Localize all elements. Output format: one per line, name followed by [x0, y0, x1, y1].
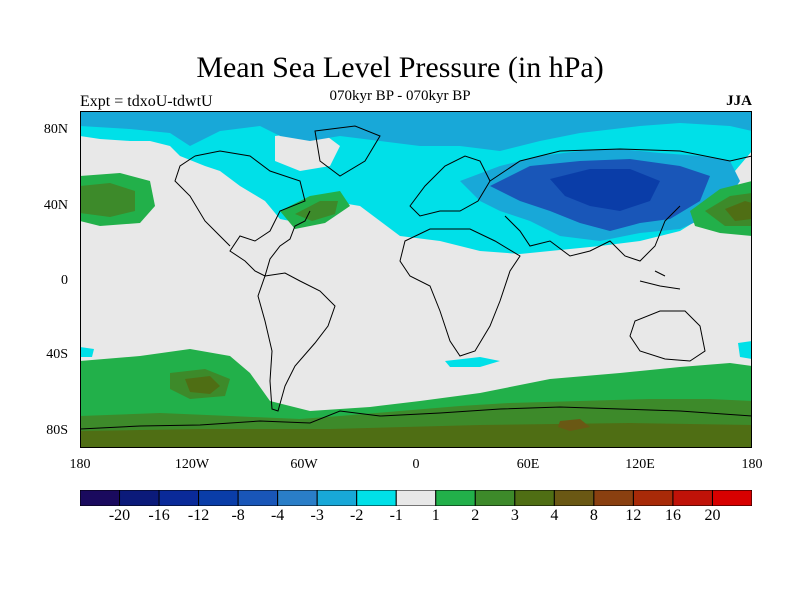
colorbar-swatch: [80, 490, 121, 506]
contour-neg-1-south-edge: [80, 347, 94, 357]
colorbar-swatch: [316, 490, 358, 506]
colorbar-swatch: [711, 490, 752, 506]
lon-tick-label: 120E: [625, 457, 655, 472]
lat-tick-label: 80S: [46, 423, 68, 438]
plot-subtitle: 070kyr BP - 070kyr BP: [329, 88, 471, 104]
australia-coast: [629, 310, 706, 362]
colorbar-label: 1: [431, 507, 440, 524]
contour-pos-4-antarctic: [558, 419, 590, 431]
colorbar-label: 3: [510, 507, 519, 524]
colorbar-label: 12: [625, 507, 642, 524]
lon-tick-label: 180: [69, 457, 91, 472]
contour-neg-1-south-edge-right: [738, 341, 752, 359]
colorbar-swatch: [198, 490, 239, 506]
colorbar-label: -2: [350, 507, 364, 524]
colorbar-swatch: [356, 490, 397, 506]
lon-tick-label: 60W: [290, 457, 318, 472]
lon-tick-label: 0: [412, 457, 420, 472]
colorbar-swatch: [672, 490, 713, 506]
south-america-coast: [257, 272, 336, 412]
lat-tick-label: 0: [61, 273, 68, 288]
lat-tick-label: 80N: [43, 122, 68, 137]
lat-tick-label: 40N: [43, 198, 68, 213]
colorbar-label: 16: [664, 507, 681, 524]
colorbar-label: -3: [310, 507, 324, 524]
colorbar-swatch: [514, 490, 555, 506]
colorbar-label: -20: [108, 507, 131, 524]
colorbar-swatch: [593, 490, 634, 506]
contour-neg-2-north: [80, 111, 752, 151]
plot-title: Mean Sea Level Pressure (in hPa): [196, 51, 604, 84]
colorbar-swatch: [277, 490, 318, 506]
contour-neg-4-asia: [550, 169, 660, 211]
contour-pos-3-antarctic: [80, 423, 752, 448]
lon-tick-label: 120W: [174, 457, 210, 472]
colorbar-label: -4: [270, 507, 285, 524]
colorbar-swatch: [395, 490, 437, 506]
colorbar-label: 8: [589, 507, 598, 524]
colorbar-swatch: [158, 490, 200, 506]
antarctica-coast: [80, 406, 752, 430]
colorbar-swatch: [435, 490, 476, 506]
north-america-coast: [174, 150, 311, 277]
colorbar-label: 2: [471, 507, 480, 524]
pressure-map: [80, 111, 752, 448]
colorbar-swatch: [553, 490, 595, 506]
colorbar-label: -16: [148, 507, 170, 524]
colorbar-swatch: [474, 490, 516, 506]
lat-tick-label: 40S: [46, 347, 68, 362]
contour-pos-2-north-pacific-west: [80, 183, 135, 217]
colorbar-label: -8: [231, 507, 245, 524]
contour-neg-1-south-indian: [445, 357, 500, 367]
colorbar-label: -12: [187, 507, 210, 524]
africa-coast: [399, 228, 521, 357]
indonesia-islands: [639, 270, 681, 290]
colorbar-swatch: [237, 490, 279, 506]
contour-pos-3-north-pacific-east: [725, 201, 752, 221]
colorbar-label: 20: [704, 507, 721, 524]
colorbar-label: -1: [389, 507, 403, 524]
colorbar-swatch: [119, 490, 160, 506]
colorbar-label: 4: [550, 507, 559, 524]
contour-pos-2-north-atlantic: [295, 201, 338, 221]
lon-tick-label: 60E: [516, 457, 540, 472]
greenland-coast: [314, 125, 381, 177]
contour-pos-3-south-pacific: [185, 376, 220, 394]
contour-neg-1-arctic-gap: [275, 131, 340, 171]
colorbar-swatch: [632, 490, 674, 506]
asia-coast: [489, 148, 752, 262]
lon-tick-label: 180: [741, 457, 763, 472]
colorbar: [80, 490, 752, 506]
coastlines: [80, 125, 752, 430]
experiment-label: Expt = tdxoU-tdwtU: [80, 93, 213, 110]
season-label: JJA: [726, 93, 752, 109]
